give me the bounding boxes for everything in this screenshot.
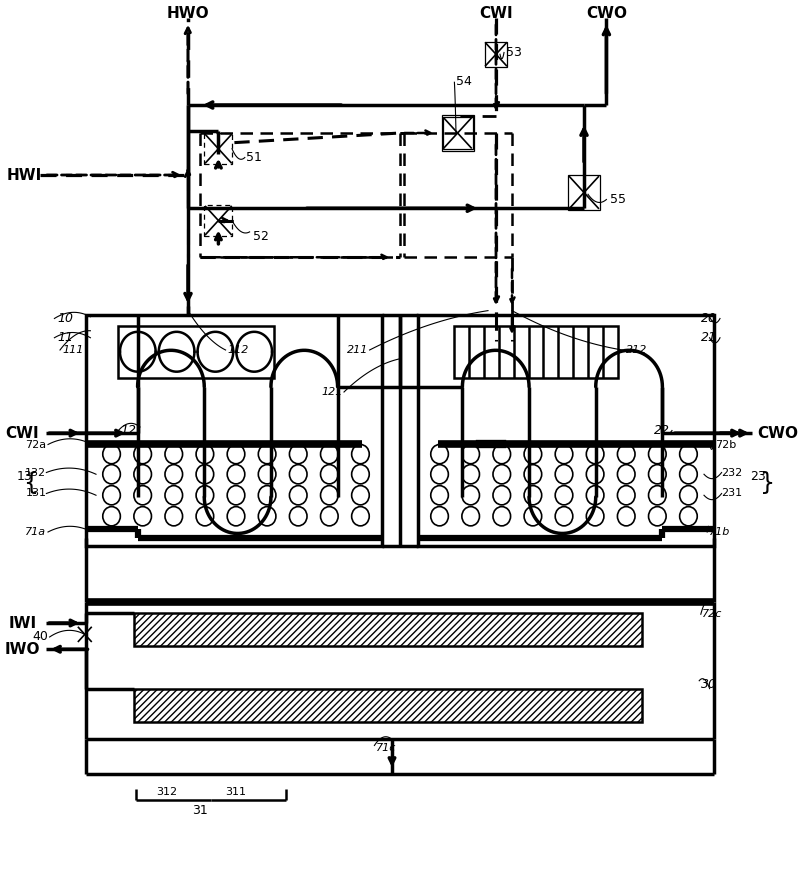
Text: HWI: HWI [6, 167, 42, 183]
Text: 31: 31 [192, 804, 208, 816]
Text: 10: 10 [58, 312, 74, 325]
Text: 51: 51 [246, 151, 262, 164]
Bar [134, 612, 642, 646]
Text: CWI: CWI [479, 5, 513, 21]
Text: 232: 232 [722, 467, 743, 478]
Text: 121: 121 [321, 387, 342, 397]
Text: 71c: 71c [376, 743, 396, 753]
Bar [134, 689, 642, 722]
Text: 72a: 72a [26, 439, 46, 450]
Text: 211: 211 [346, 345, 368, 355]
Text: 21: 21 [701, 332, 717, 344]
Text: 112: 112 [227, 345, 249, 355]
Text: 312: 312 [156, 787, 177, 797]
Text: HWO: HWO [166, 5, 210, 21]
Bar [204, 133, 233, 164]
Bar [454, 326, 618, 378]
Text: CWI: CWI [6, 425, 39, 441]
Text: 72b: 72b [715, 439, 737, 450]
Text: 111: 111 [62, 345, 84, 355]
Text: IWI: IWI [8, 615, 37, 631]
Text: 311: 311 [226, 787, 246, 797]
Bar [442, 116, 474, 150]
Text: 212: 212 [626, 345, 647, 355]
Text: 13: 13 [16, 470, 32, 482]
Bar [204, 205, 233, 236]
Bar [86, 315, 382, 546]
Text: 23: 23 [750, 470, 766, 482]
Text: 54: 54 [456, 75, 472, 88]
Text: 72c: 72c [702, 609, 722, 620]
Text: 40: 40 [32, 631, 48, 643]
Bar [118, 326, 274, 378]
Bar [485, 42, 507, 66]
Text: 11: 11 [58, 332, 74, 344]
Text: }: } [760, 471, 775, 495]
Text: 20: 20 [701, 312, 717, 325]
Text: 132: 132 [26, 467, 46, 478]
Bar [418, 315, 714, 546]
Text: 52: 52 [253, 230, 269, 242]
Bar [442, 116, 473, 150]
Text: {: { [23, 471, 38, 495]
Text: IWO: IWO [5, 641, 40, 657]
Text: 131: 131 [26, 488, 46, 499]
Text: 53: 53 [506, 46, 522, 59]
Text: 71b: 71b [709, 527, 730, 537]
Text: CWO: CWO [586, 5, 627, 21]
Text: 71a: 71a [26, 527, 46, 537]
Bar [568, 175, 600, 210]
Text: 55: 55 [610, 193, 626, 206]
Text: 12: 12 [120, 424, 136, 437]
Text: 231: 231 [722, 488, 742, 499]
Text: 22: 22 [654, 424, 670, 437]
Text: CWO: CWO [757, 425, 798, 441]
Text: 30: 30 [701, 678, 717, 690]
